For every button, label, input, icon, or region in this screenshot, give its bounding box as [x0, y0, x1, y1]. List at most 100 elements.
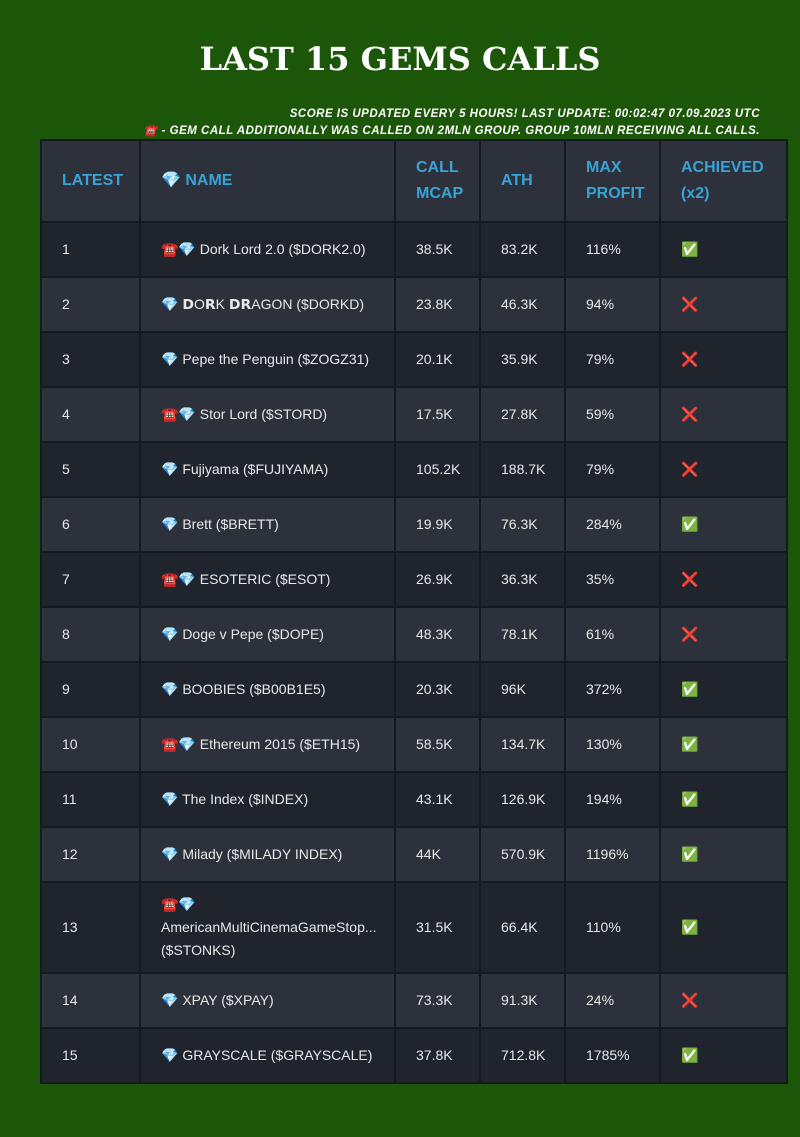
cell: 10: [42, 718, 139, 771]
cell: 116%: [566, 223, 659, 276]
cell: 194%: [566, 773, 659, 826]
cell: ✅: [661, 498, 786, 551]
cell: 83.2K: [481, 223, 564, 276]
row: 6 💎 Brett ($BRETT) 19.9K 76.3K 284% ✅: [42, 498, 786, 551]
cell: 188.7K: [481, 443, 564, 496]
cell: 27.8K: [481, 388, 564, 441]
cell: ❌: [661, 333, 786, 386]
row: 14 💎 XPAY ($XPAY) 73.3K 91.3K 24% ❌: [42, 974, 786, 1027]
cell: ✅: [661, 883, 786, 972]
cell: 13: [42, 883, 139, 972]
cell: 79%: [566, 443, 659, 496]
cell: 15: [42, 1029, 139, 1082]
cell: 61%: [566, 608, 659, 661]
cell: 46.3K: [481, 278, 564, 331]
cell: ☎️💎 Dork Lord 2.0 ($DORK2.0): [141, 223, 394, 276]
cell: 126.9K: [481, 773, 564, 826]
column-header: ACHIEVED (x2): [661, 141, 786, 221]
row: 8 💎 Doge v Pepe ($DOPE) 48.3K 78.1K 61% ❌: [42, 608, 786, 661]
cell: 💎 GRAYSCALE ($GRAYSCALE): [141, 1029, 394, 1082]
column-header: MAX PROFIT: [566, 141, 659, 221]
cell: 79%: [566, 333, 659, 386]
cell: ❌: [661, 608, 786, 661]
row: 3 💎 Pepe the Penguin ($ZOGZ31) 20.1K 35.9K 7…: [42, 333, 786, 386]
cell: ✅: [661, 223, 786, 276]
cell: 712.8K: [481, 1029, 564, 1082]
cell: ❌: [661, 974, 786, 1027]
cell: 17.5K: [396, 388, 479, 441]
cell: 130%: [566, 718, 659, 771]
cell: ❌: [661, 553, 786, 606]
cell: 570.9K: [481, 828, 564, 881]
cell: 37.8K: [396, 1029, 479, 1082]
cell: 23.8K: [396, 278, 479, 331]
cell: 43.1K: [396, 773, 479, 826]
cell: 31.5K: [396, 883, 479, 972]
header-row: LATEST 💎 NAME CALL MCAP ATH MAX PROFIT ACHIEV…: [42, 141, 786, 221]
cell: 11: [42, 773, 139, 826]
notes: SCORE IS UPDATED EVERY 5 HOURS! LAST UPD…: [143, 106, 760, 140]
row: 12 💎 Milady ($MILADY INDEX) 44K 570.9K 1196%…: [42, 828, 786, 881]
cell: ✅: [661, 773, 786, 826]
cell: 💎 BOOBIES ($B00B1E5): [141, 663, 394, 716]
row: 11 💎 The Index ($INDEX) 43.1K 126.9K 194% ✅: [42, 773, 786, 826]
cell: 6: [42, 498, 139, 551]
cell: 5: [42, 443, 139, 496]
row: 10 ☎️💎 Ethereum 2015 ($ETH15) 58.5K 134.7K 1…: [42, 718, 786, 771]
cell: ☎️💎 Stor Lord ($STORD): [141, 388, 394, 441]
row: 5 💎 Fujiyama ($FUJIYAMA) 105.2K 188.7K 79% ❌: [42, 443, 786, 496]
cell: 20.3K: [396, 663, 479, 716]
cell: 24%: [566, 974, 659, 1027]
cell: 2: [42, 278, 139, 331]
cell: 134.7K: [481, 718, 564, 771]
column-header: CALL MCAP: [396, 141, 479, 221]
column-header: LATEST: [42, 141, 139, 221]
cell: 💎 The Index ($INDEX): [141, 773, 394, 826]
cell: 9: [42, 663, 139, 716]
cell: 110%: [566, 883, 659, 972]
cell: 💎 Fujiyama ($FUJIYAMA): [141, 443, 394, 496]
cell: 20.1K: [396, 333, 479, 386]
cell: 💎 Doge v Pepe ($DOPE): [141, 608, 394, 661]
column-header: ATH: [481, 141, 564, 221]
cell: ✅: [661, 828, 786, 881]
cell: 66.4K: [481, 883, 564, 972]
row: 4 ☎️💎 Stor Lord ($STORD) 17.5K 27.8K 59% ❌: [42, 388, 786, 441]
cell: 💎 Milady ($MILADY INDEX): [141, 828, 394, 881]
cell: 1196%: [566, 828, 659, 881]
note: SCORE IS UPDATED EVERY 5 HOURS! LAST UPD…: [289, 108, 760, 120]
cell: 14: [42, 974, 139, 1027]
cell: 94%: [566, 278, 659, 331]
cell: 1: [42, 223, 139, 276]
row: 2 💎 𝗗O𝗥K 𝗗𝗥AGON ($DORKD) 23.8K 46.3K 94% ❌: [42, 278, 786, 331]
cell: 19.9K: [396, 498, 479, 551]
cell: 35.9K: [481, 333, 564, 386]
cell: 73.3K: [396, 974, 479, 1027]
cell: 105.2K: [396, 443, 479, 496]
cell: 38.5K: [396, 223, 479, 276]
gems-table: LATEST 💎 NAME CALL MCAP ATH MAX PROFIT ACHIEV…: [40, 139, 788, 1084]
cell: 36.3K: [481, 553, 564, 606]
cell: 59%: [566, 388, 659, 441]
cell: 284%: [566, 498, 659, 551]
cell: 26.9K: [396, 553, 479, 606]
title: LAST 15 GEMS CALLS: [199, 40, 601, 78]
cell: 35%: [566, 553, 659, 606]
row: 15 💎 GRAYSCALE ($GRAYSCALE) 37.8K 712.8K 178…: [42, 1029, 786, 1082]
note: ☎️ - GEM CALL ADDITIONALLY WAS CALLED ON…: [143, 125, 760, 137]
cell: 💎 XPAY ($XPAY): [141, 974, 394, 1027]
column-header: 💎 NAME: [141, 141, 394, 221]
cell: 8: [42, 608, 139, 661]
cell: 91.3K: [481, 974, 564, 1027]
cell: ☎️💎 ESOTERIC ($ESOT): [141, 553, 394, 606]
row: 9 💎 BOOBIES ($B00B1E5) 20.3K 96K 372% ✅: [42, 663, 786, 716]
cell: 44K: [396, 828, 479, 881]
cell: 12: [42, 828, 139, 881]
cell: 3: [42, 333, 139, 386]
cell: 372%: [566, 663, 659, 716]
cell: ☎️💎 AmericanMultiCinemaGameStop... ($STO…: [141, 883, 394, 972]
cell: 💎 Brett ($BRETT): [141, 498, 394, 551]
cell: 7: [42, 553, 139, 606]
cell: ☎️💎 Ethereum 2015 ($ETH15): [141, 718, 394, 771]
row: 1 ☎️💎 Dork Lord 2.0 ($DORK2.0) 38.5K 83.2K 1…: [42, 223, 786, 276]
